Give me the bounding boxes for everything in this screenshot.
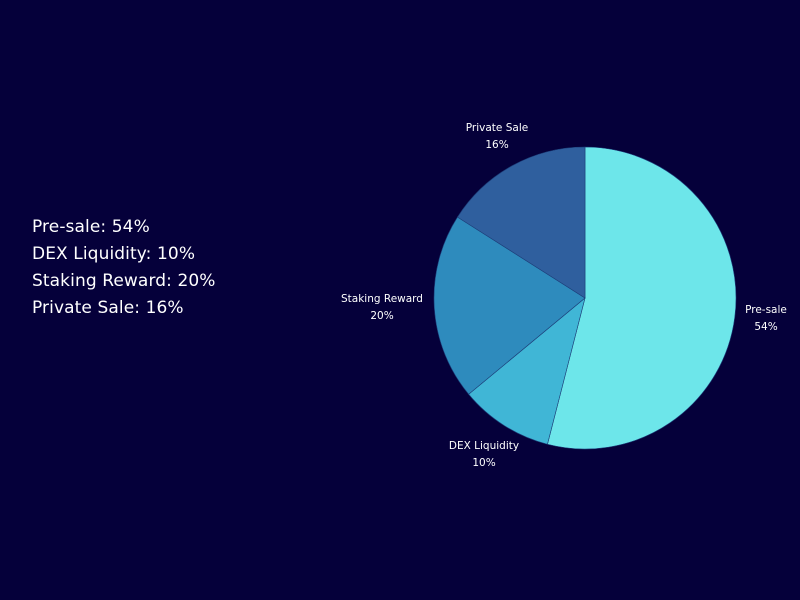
summary-line-presale: Pre-sale: 54% — [32, 217, 150, 237]
pie-slice-staking-reward — [433, 216, 586, 395]
slice-label-presale: Pre-sale — [745, 304, 787, 316]
summary-line-private-sale: Private Sale: 16% — [32, 298, 184, 318]
summary-line-staking-reward: Staking Reward: 20% — [32, 271, 216, 291]
slice-label-dex-liquidity: DEX Liquidity — [449, 440, 519, 452]
pie-slice-private-sale — [457, 146, 586, 299]
slice-value-label-dex-liquidity: 10% — [472, 457, 495, 469]
allocation-summary-list: Pre-sale: 54% DEX Liquidity: 10% Staking… — [32, 214, 332, 322]
slice-label-private-sale: Private Sale — [466, 122, 528, 134]
pie-slice-presale — [547, 146, 737, 450]
slice-value-label-presale: 54% — [754, 321, 777, 333]
pie-slice-dex-liquidity — [468, 297, 586, 445]
slice-label-staking-reward: Staking Reward — [341, 293, 423, 305]
slice-value-label-private-sale: 16% — [485, 139, 508, 151]
summary-line-dex-liquidity: DEX Liquidity: 10% — [32, 244, 196, 264]
slice-value-label-staking-reward: 20% — [370, 310, 393, 322]
